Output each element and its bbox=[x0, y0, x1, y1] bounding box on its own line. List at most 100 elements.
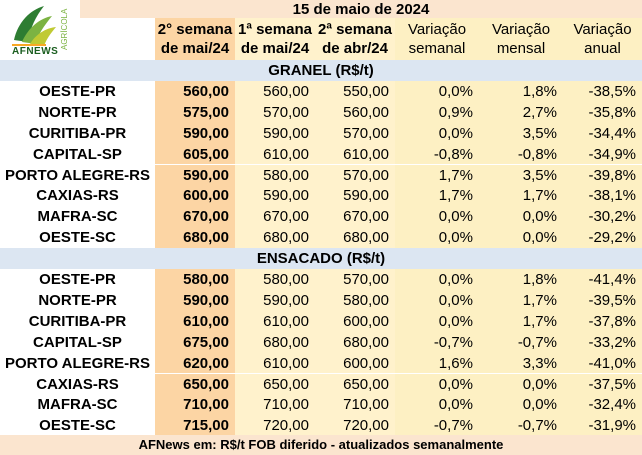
current-week-cell: 590,00 bbox=[155, 289, 235, 311]
previous-month-cell: 580,00 bbox=[315, 289, 395, 311]
current-week-cell: 610,00 bbox=[155, 310, 235, 332]
previous-month-cell: 570,00 bbox=[315, 122, 395, 144]
previous-week-cell: 590,00 bbox=[235, 289, 315, 311]
weekly-change-cell: 0,0% bbox=[395, 373, 479, 395]
header-col5-line2: mensal bbox=[496, 40, 546, 57]
header-col5: Variação mensal bbox=[479, 18, 563, 60]
city-cell: CAXIAS-RS bbox=[0, 185, 155, 207]
previous-month-cell: 550,00 bbox=[315, 80, 395, 102]
yearly-change-cell: -35,8% bbox=[563, 101, 642, 123]
brand-subtitle: AGRÍCOLA bbox=[60, 8, 69, 50]
previous-week-cell: 560,00 bbox=[235, 80, 315, 102]
header-col6-line1: Variação bbox=[573, 21, 632, 38]
weekly-change-cell: -0,8% bbox=[395, 143, 479, 165]
current-week-cell: 650,00 bbox=[155, 373, 235, 395]
current-week-cell: 560,00 bbox=[155, 80, 235, 102]
city-cell: PORTO ALEGRE-RS bbox=[0, 352, 155, 374]
weekly-change-cell: 1,7% bbox=[395, 185, 479, 207]
monthly-change-cell: 0,0% bbox=[479, 227, 563, 249]
yearly-change-cell: -34,9% bbox=[563, 143, 642, 165]
current-week-cell: 675,00 bbox=[155, 331, 235, 353]
current-week-cell: 710,00 bbox=[155, 394, 235, 416]
previous-week-cell: 710,00 bbox=[235, 394, 315, 416]
monthly-change-cell: 1,7% bbox=[479, 310, 563, 332]
weekly-change-cell: 0,0% bbox=[395, 394, 479, 416]
weekly-change-cell: -0,7% bbox=[395, 331, 479, 353]
previous-week-cell: 720,00 bbox=[235, 415, 315, 437]
monthly-change-cell: 0,0% bbox=[479, 373, 563, 395]
header-col4: Variação semanal bbox=[395, 18, 479, 60]
previous-month-cell: 570,00 bbox=[315, 164, 395, 186]
yearly-change-cell: -41,4% bbox=[563, 269, 642, 290]
afnews-logo: AFNEWS AGRÍCOLA bbox=[0, 0, 80, 60]
yearly-change-cell: -29,2% bbox=[563, 227, 642, 249]
header-col6-line2: anual bbox=[584, 40, 621, 57]
header-col2-line2: de mai/24 bbox=[240, 40, 310, 57]
footer-note: AFNews em: R$/t FOB diferido - atualizad… bbox=[0, 435, 642, 455]
previous-week-cell: 610,00 bbox=[235, 352, 315, 374]
previous-month-cell: 590,00 bbox=[315, 185, 395, 207]
header-col3: 2ª semana de abr/24 bbox=[315, 18, 395, 60]
yearly-change-cell: -30,2% bbox=[563, 206, 642, 228]
city-cell: CAXIAS-RS bbox=[0, 373, 155, 395]
monthly-change-cell: 1,8% bbox=[479, 269, 563, 290]
weekly-change-cell: 1,7% bbox=[395, 164, 479, 186]
city-cell: NORTE-PR bbox=[0, 289, 155, 311]
weekly-change-cell: 1,6% bbox=[395, 352, 479, 374]
header-col1-line2: de mai/24 bbox=[160, 40, 230, 57]
previous-month-cell: 680,00 bbox=[315, 227, 395, 249]
previous-month-cell: 610,00 bbox=[315, 143, 395, 165]
monthly-change-cell: 0,0% bbox=[479, 394, 563, 416]
monthly-change-cell: -0,7% bbox=[479, 415, 563, 437]
previous-month-cell: 720,00 bbox=[315, 415, 395, 437]
previous-week-cell: 580,00 bbox=[235, 164, 315, 186]
monthly-change-cell: -0,8% bbox=[479, 143, 563, 165]
section-header: GRANEL (R$/t) bbox=[0, 60, 642, 81]
city-cell: MAFRA-SC bbox=[0, 206, 155, 228]
yearly-change-cell: -34,4% bbox=[563, 122, 642, 144]
yearly-change-cell: -39,5% bbox=[563, 289, 642, 311]
page-title: 15 de maio de 2024 bbox=[80, 0, 642, 18]
monthly-change-cell: 2,7% bbox=[479, 101, 563, 123]
weekly-change-cell: 0,0% bbox=[395, 80, 479, 102]
previous-week-cell: 610,00 bbox=[235, 310, 315, 332]
current-week-cell: 620,00 bbox=[155, 352, 235, 374]
previous-week-cell: 680,00 bbox=[235, 331, 315, 353]
header-col4-line1: Variação bbox=[407, 21, 467, 38]
previous-month-cell: 600,00 bbox=[315, 310, 395, 332]
city-cell: NORTE-PR bbox=[0, 101, 155, 123]
previous-week-cell: 670,00 bbox=[235, 206, 315, 228]
previous-month-cell: 650,00 bbox=[315, 373, 395, 395]
header-col3-line1: 2ª semana bbox=[318, 21, 392, 38]
city-cell: CAPITAL-SP bbox=[0, 143, 155, 165]
header-col1-line1: 2° semana bbox=[157, 21, 233, 38]
wheat-leaf-icon bbox=[12, 6, 56, 46]
weekly-change-cell: 0,0% bbox=[395, 206, 479, 228]
weekly-change-cell: 0,0% bbox=[395, 269, 479, 290]
current-week-cell: 670,00 bbox=[155, 206, 235, 228]
yearly-change-cell: -33,2% bbox=[563, 331, 642, 353]
weekly-change-cell: 0,0% bbox=[395, 310, 479, 332]
monthly-change-cell: 1,8% bbox=[479, 80, 563, 102]
previous-week-cell: 580,00 bbox=[235, 269, 315, 290]
current-week-cell: 590,00 bbox=[155, 122, 235, 144]
header-col2: 1ª semana de mai/24 bbox=[235, 18, 315, 60]
previous-month-cell: 600,00 bbox=[315, 352, 395, 374]
previous-month-cell: 670,00 bbox=[315, 206, 395, 228]
previous-week-cell: 590,00 bbox=[235, 185, 315, 207]
header-col2-line1: 1ª semana bbox=[238, 21, 312, 38]
previous-week-cell: 650,00 bbox=[235, 373, 315, 395]
yearly-change-cell: -32,4% bbox=[563, 394, 642, 416]
yearly-change-cell: -38,5% bbox=[563, 80, 642, 102]
city-cell: CURITIBA-PR bbox=[0, 310, 155, 332]
monthly-change-cell: 1,7% bbox=[479, 289, 563, 311]
monthly-change-cell: -0,7% bbox=[479, 331, 563, 353]
current-week-cell: 580,00 bbox=[155, 269, 235, 290]
monthly-change-cell: 1,7% bbox=[479, 185, 563, 207]
city-cell: OESTE-PR bbox=[0, 80, 155, 102]
weekly-change-cell: -0,7% bbox=[395, 415, 479, 437]
current-week-cell: 575,00 bbox=[155, 101, 235, 123]
yearly-change-cell: -31,9% bbox=[563, 415, 642, 437]
current-week-cell: 600,00 bbox=[155, 185, 235, 207]
